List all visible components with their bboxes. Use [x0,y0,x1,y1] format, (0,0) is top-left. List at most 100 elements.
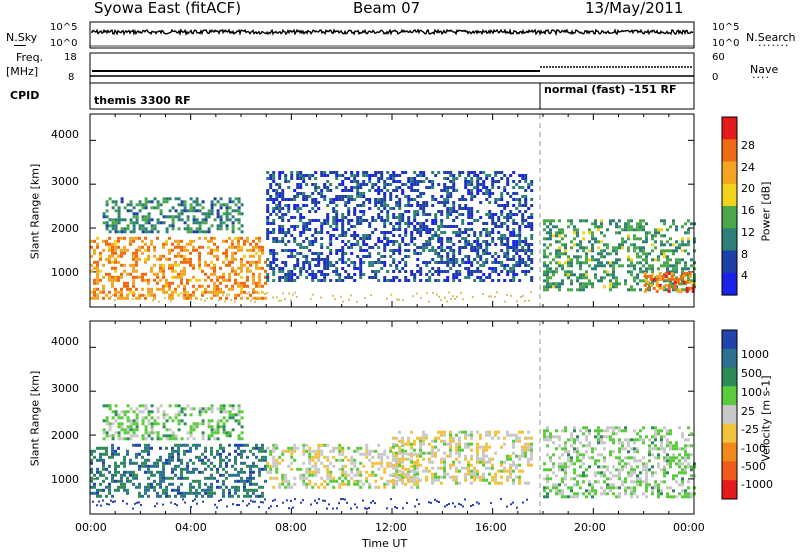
data-cell [150,425,154,429]
data-cell [413,473,417,477]
data-cell [228,494,231,498]
data-cell [168,257,171,261]
data-cell [228,404,232,408]
data-cell [473,219,477,222]
data-cell [216,470,219,474]
data-cell [567,453,570,457]
data-cell [144,446,147,450]
data-cell [422,207,426,210]
data-cell [168,296,171,300]
data-cell [603,285,606,289]
data-cell [99,251,102,255]
data-cell [147,248,150,252]
data-cell [485,174,489,177]
data-cell [368,180,372,183]
data-cell [171,281,174,285]
data-cell [690,222,693,226]
data-cell [150,218,154,222]
data-cell [189,491,192,495]
scatter-cell [446,300,448,303]
data-cell [302,443,306,447]
data-cell [666,264,669,268]
data-cell [255,455,258,459]
data-cell [380,198,384,201]
data-cell [258,467,261,471]
data-cell [317,186,321,189]
data-cell [356,470,360,474]
data-cell [293,476,297,480]
data-cell [597,258,600,262]
data-cell [216,275,219,279]
data-cell [189,407,193,411]
data-cell [356,222,360,225]
data-cell [509,475,512,479]
data-cell [464,183,468,186]
data-cell [278,276,282,279]
data-cell [636,432,639,436]
data-cell [314,273,318,276]
data-cell [317,443,321,447]
data-cell [552,219,555,223]
scatter-cell [222,294,224,297]
data-cell [261,458,264,462]
data-cell [467,234,471,237]
data-cell [302,476,306,480]
data-cell [365,443,369,447]
data-cell [440,439,443,443]
data-cell [281,240,285,243]
data-cell [585,261,588,265]
scatter-cell [204,299,206,302]
data-cell [570,282,573,286]
data-cell [108,482,111,486]
data-cell [392,177,396,180]
data-cell [105,434,109,438]
data-cell [135,434,139,438]
data-cell [383,207,387,210]
data-cell [630,258,633,262]
scatter-cell [226,293,228,296]
data-cell [272,252,276,255]
data-cell [449,451,452,455]
data-cell [123,473,126,477]
data-cell [96,296,99,300]
data-cell [204,446,207,450]
data-cell [636,465,639,469]
data-cell [398,219,402,222]
data-cell [275,264,279,267]
data-cell [299,207,303,210]
data-cell [114,431,118,435]
data-cell [159,209,163,213]
data-cell [111,422,115,426]
data-cell [144,449,147,453]
data-cell [609,483,612,487]
data-cell [654,480,657,484]
data-cell [446,192,450,195]
data-cell [278,204,282,207]
data-cell [341,479,345,483]
data-cell [606,252,609,256]
data-cell [165,197,169,201]
data-cell [639,255,642,259]
data-cell [174,260,177,264]
data-cell [183,491,186,495]
data-cell [488,267,492,270]
data-cell [389,264,393,267]
data-cell [228,410,232,414]
data-cell [664,283,668,287]
data-cell [482,186,486,189]
data-cell [392,234,396,237]
scatter-cell [276,296,278,299]
data-cell [183,290,186,294]
data-cell [543,429,546,433]
data-cell [392,207,396,210]
data-cell [464,475,467,479]
data-cell [177,197,181,201]
data-cell [618,474,621,478]
data-cell [213,263,216,267]
data-cell [594,276,597,280]
data-cell [180,248,183,252]
data-cell [138,494,141,498]
data-cell [344,470,348,474]
data-cell [332,201,336,204]
data-cell [222,449,225,453]
